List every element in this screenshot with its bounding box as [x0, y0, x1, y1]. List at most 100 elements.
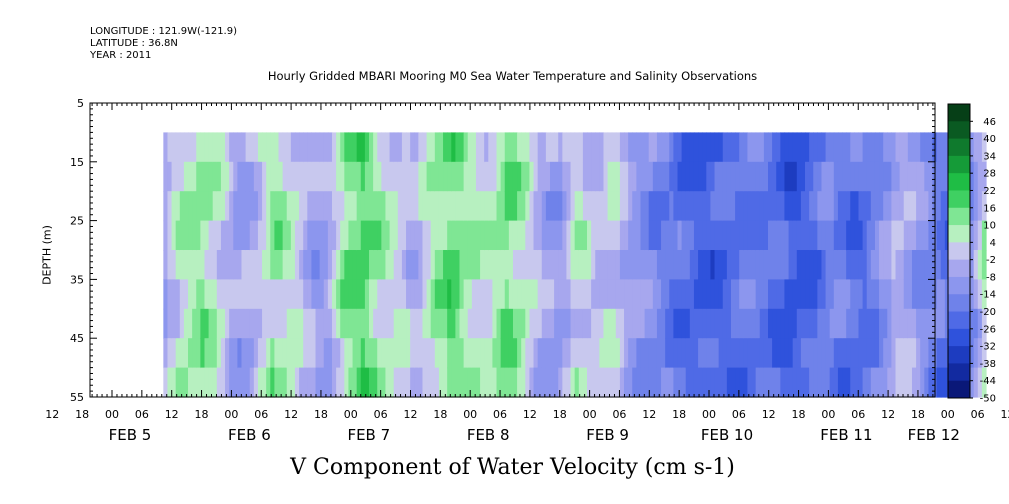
- y-tick-label: 15: [70, 156, 84, 169]
- heatmap-cell: [722, 279, 728, 310]
- heatmap-cell: [809, 308, 814, 339]
- heatmap-cell: [274, 132, 280, 163]
- heatmap-cell: [916, 279, 921, 310]
- heatmap-cell: [188, 367, 193, 398]
- heatmap-cell: [710, 338, 716, 369]
- x-hour-tick-label: 00: [583, 408, 597, 421]
- heatmap-cell: [977, 132, 983, 163]
- heatmap-cell: [167, 161, 173, 192]
- heatmap-cell: [200, 161, 206, 192]
- heatmap-cell: [315, 367, 321, 398]
- latitude-label: LATITUDE : 36.8N: [90, 38, 178, 49]
- heatmap-cell: [570, 338, 576, 369]
- heatmap-cell: [603, 161, 609, 192]
- heatmap-cell: [858, 132, 864, 163]
- heatmap-cell: [471, 220, 477, 251]
- heatmap-cell: [492, 279, 498, 310]
- heatmap-cell: [636, 367, 642, 398]
- heatmap-cell: [702, 308, 707, 339]
- year-label: YEAR : 2011: [90, 50, 152, 61]
- heatmap-cell: [426, 191, 432, 222]
- heatmap-cell: [829, 220, 835, 251]
- heatmap-cell: [504, 220, 510, 251]
- heatmap-cell: [220, 308, 226, 339]
- heatmap-cell: [414, 308, 419, 339]
- heatmap-cell: [743, 191, 749, 222]
- heatmap-cell: [286, 220, 292, 251]
- heatmap-cell: [825, 191, 831, 222]
- x-hour-tick-label: 06: [254, 408, 268, 421]
- heatmap-cell: [689, 367, 695, 398]
- heatmap-cell: [237, 220, 243, 251]
- heatmap-cell: [751, 220, 757, 251]
- heatmap-cell: [813, 279, 818, 310]
- x-hour-tick-label: 12: [762, 408, 776, 421]
- heatmap-cell: [850, 250, 855, 280]
- heatmap-cell: [570, 308, 576, 339]
- heatmap-cell: [385, 279, 391, 310]
- heatmap-cell: [624, 161, 629, 192]
- heatmap-cell: [920, 132, 925, 163]
- heatmap-cell: [809, 161, 814, 192]
- heatmap-cell: [537, 220, 543, 251]
- heatmap-cell: [533, 279, 539, 310]
- heatmap-cell: [977, 308, 983, 339]
- heatmap-cell: [397, 250, 403, 280]
- heatmap-cell: [418, 367, 424, 398]
- heatmap-cell: [348, 250, 354, 280]
- heatmap-cell: [570, 161, 576, 192]
- heatmap-cell: [578, 132, 584, 163]
- heatmap-cell: [492, 338, 498, 369]
- heatmap-cell: [381, 161, 387, 192]
- heatmap-cell: [903, 367, 909, 398]
- heatmap-cell: [730, 132, 736, 163]
- heatmap-cell: [253, 279, 259, 310]
- heatmap-cell: [928, 308, 934, 339]
- heatmap-cell: [364, 279, 370, 310]
- heatmap-cell: [517, 132, 522, 163]
- heatmap-cell: [356, 191, 362, 222]
- heatmap-cell: [776, 132, 781, 163]
- heatmap-cell: [858, 338, 864, 369]
- heatmap-cell: [809, 279, 814, 310]
- heatmap-cell: [216, 132, 222, 163]
- heatmap-cell: [545, 308, 551, 339]
- heatmap-cell: [702, 220, 707, 251]
- heatmap-cell: [282, 279, 288, 310]
- heatmap-cell: [698, 338, 703, 369]
- heatmap-cell: [977, 338, 983, 369]
- heatmap-cell: [587, 279, 592, 310]
- heatmap-cell: [323, 367, 329, 398]
- heatmap-cell: [920, 161, 925, 192]
- heatmap-cell: [891, 220, 897, 251]
- heatmap-cell: [377, 367, 382, 398]
- heatmap-cell: [220, 250, 226, 280]
- colorbar-label: 10: [983, 221, 996, 232]
- heatmap-cell: [521, 279, 526, 310]
- x-day-label: FEB 11: [820, 426, 872, 444]
- heatmap-cell: [689, 308, 695, 339]
- heatmap-cell: [340, 220, 345, 251]
- heatmap-cell: [718, 132, 724, 163]
- heatmap-cell: [410, 338, 415, 369]
- heatmap-cell: [434, 279, 440, 310]
- heatmap-cell: [467, 279, 473, 310]
- colorbar-swatch: [948, 294, 970, 312]
- heatmap-cell: [928, 367, 934, 398]
- heatmap-cell: [315, 191, 321, 222]
- heatmap-cell: [315, 308, 321, 339]
- heatmap-cell: [656, 279, 662, 310]
- heatmap-cell: [533, 338, 539, 369]
- heatmap-cell: [249, 367, 255, 398]
- heatmap-cell: [348, 132, 354, 163]
- heatmap-cell: [554, 132, 559, 163]
- heatmap-cell: [504, 308, 510, 339]
- heatmap-cell: [459, 279, 465, 310]
- heatmap-cell: [208, 367, 214, 398]
- heatmap-cell: [336, 279, 341, 310]
- heatmap-cell: [977, 279, 983, 310]
- heatmap-cell: [171, 250, 177, 280]
- heatmap-cell: [373, 279, 378, 310]
- heatmap-cell: [887, 367, 892, 398]
- heatmap-cell: [245, 338, 251, 369]
